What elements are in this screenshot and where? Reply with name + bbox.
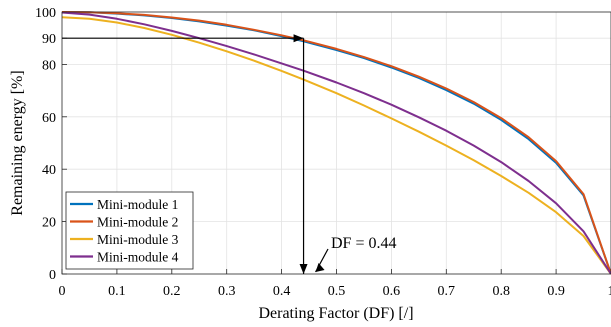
y-tick-label: 20 (42, 216, 56, 231)
x-tick-label: 0.1 (108, 284, 126, 299)
annotation-label: DF = 0.44 (331, 235, 396, 252)
series-lines (61, 11, 611, 275)
x-tick-label: 0 (59, 284, 66, 299)
reference-lines (62, 34, 329, 274)
legend-label: Mini-module 4 (97, 250, 179, 265)
x-tick-label: 0.8 (492, 284, 510, 299)
legend-label: Mini-module 2 (97, 215, 178, 230)
x-tick-label: 0.2 (163, 284, 181, 299)
x-tick-label: 0.6 (383, 284, 401, 299)
x-tick-label: 1 (608, 284, 611, 299)
x-tick-label: 0.3 (218, 284, 236, 299)
arrowhead-right (293, 34, 304, 43)
ticks: 0 0.1 0.2 0.3 0.4 0.5 0.6 0.7 0.8 0.9 1 0 20 40 60 80 90… (35, 6, 611, 299)
annotation-arrowhead (315, 263, 325, 272)
y-axis-title: Remaining energy [%] (9, 70, 26, 215)
legend-label: Mini-module 3 (97, 232, 179, 247)
y-tick-label: 60 (42, 111, 56, 126)
series-line (61, 11, 611, 275)
grid (62, 12, 611, 274)
arrowhead-down (299, 264, 308, 274)
x-tick-label: 0.9 (547, 284, 565, 299)
y-tick-label: 0 (49, 268, 56, 283)
x-axis-title: Derating Factor (DF) [/] (258, 305, 413, 322)
series-line (61, 11, 611, 275)
y-tick-label: 40 (42, 163, 56, 178)
x-tick-label: 0.4 (273, 284, 291, 299)
legend: Mini-module 1 Mini-module 2 Mini-module 3 M… (65, 191, 194, 270)
x-tick-label: 0.5 (328, 284, 346, 299)
legend-label: Mini-module 1 (97, 197, 178, 212)
y-tick-label: 90 (42, 32, 56, 47)
x-tick-label: 0.7 (438, 284, 456, 299)
y-tick-label: 80 (42, 58, 56, 73)
series-line (61, 16, 611, 275)
y-tick-label: 100 (35, 6, 56, 21)
